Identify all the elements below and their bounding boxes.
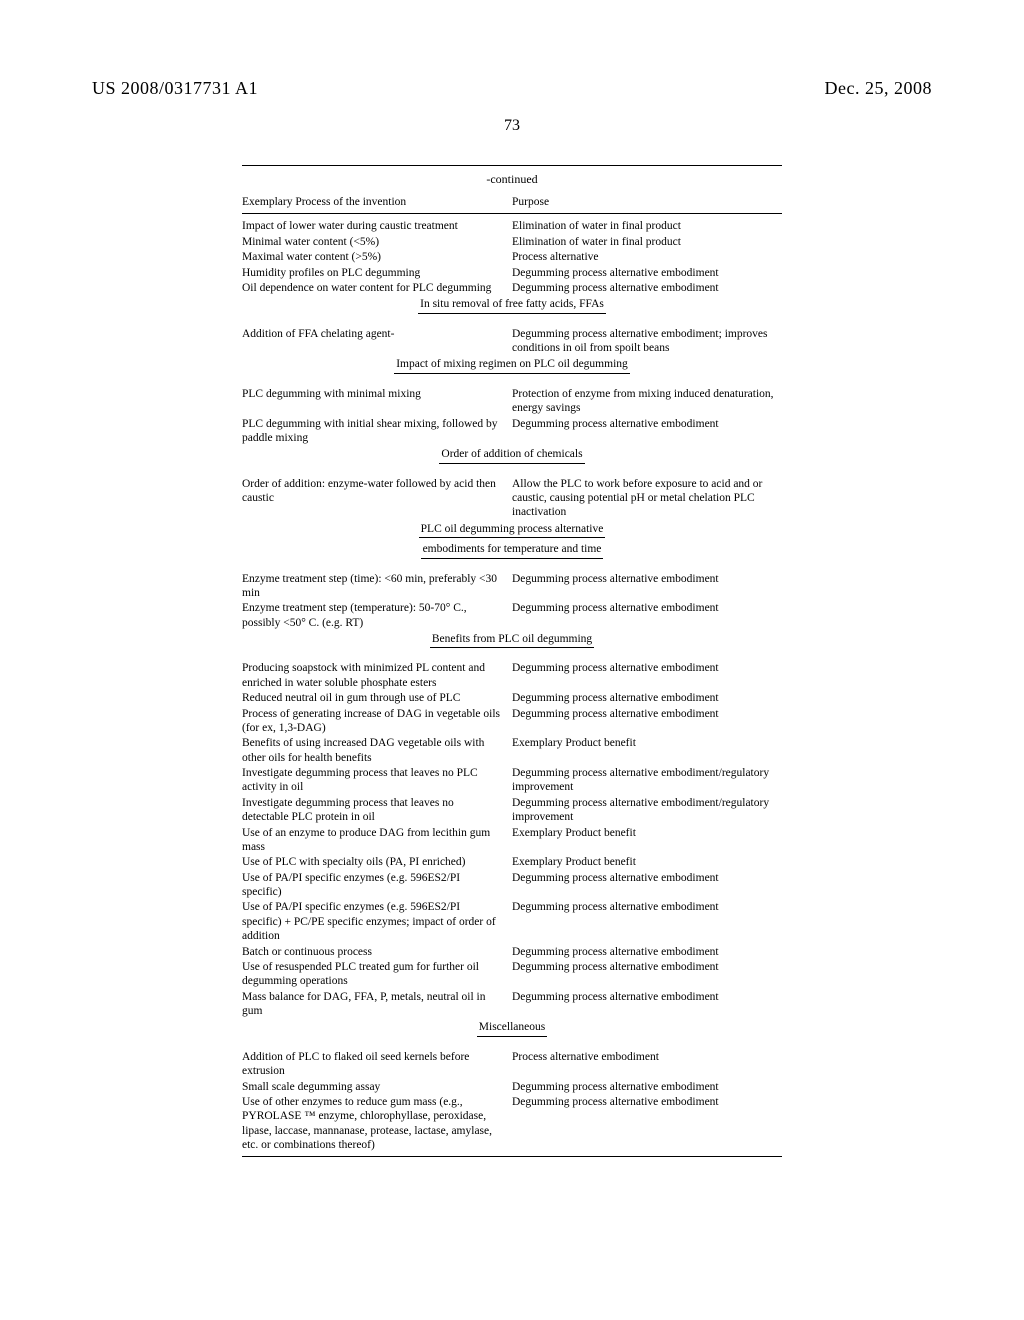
table-cell-left: Use of resuspended PLC treated gum for f… (242, 960, 512, 989)
page-header: US 2008/0317731 A1 Dec. 25, 2008 (92, 78, 932, 99)
table-cell-left: Use of an enzyme to produce DAG from lec… (242, 826, 512, 855)
table-cell-right: Degumming process alternative embodiment… (512, 796, 782, 825)
page-number: 73 (92, 117, 932, 135)
table-cell-right: Degumming process alternative embodiment (512, 945, 782, 959)
table-cell-right: Process alternative (512, 250, 782, 264)
table-cell-right: Degumming process alternative embodiment (512, 960, 782, 989)
table-row: Mass balance for DAG, FFA, P, metals, ne… (242, 989, 782, 1019)
continued-table: -continued Exemplary Process of the inve… (242, 165, 782, 1157)
table-cell-right: Allow the PLC to work before exposure to… (512, 477, 782, 520)
table-cell-left: Benefits of using increased DAG vegetabl… (242, 736, 512, 765)
table-cell-left: Enzyme treatment step (temperature): 50-… (242, 601, 512, 630)
table-row: PLC degumming with initial shear mixing,… (242, 416, 782, 446)
table-row: Use of PA/PI specific enzymes (e.g. 596E… (242, 870, 782, 900)
table-row: Process of generating increase of DAG in… (242, 706, 782, 736)
table-row: Use of PLC with specialty oils (PA, PI e… (242, 854, 782, 869)
table-cell-right: Protection of enzyme from mixing induced… (512, 387, 782, 416)
table-cell-left: Batch or continuous process (242, 945, 512, 959)
table-row: Producing soapstock with minimized PL co… (242, 660, 782, 690)
table-cell-right: Degumming process alternative embodiment (512, 1095, 782, 1153)
table-cell-right: Degumming process alternative embodiment (512, 417, 782, 446)
table-cell-right: Degumming process alternative embodiment (512, 1080, 782, 1094)
table-row: Use of resuspended PLC treated gum for f… (242, 959, 782, 989)
table-cell-left: Humidity profiles on PLC degumming (242, 266, 512, 280)
table-row: Investigate degumming process that leave… (242, 765, 782, 795)
table-cell-right: Exemplary Product benefit (512, 736, 782, 765)
table-cell-right: Exemplary Product benefit (512, 826, 782, 855)
table-row: Order of addition: enzyme-water followed… (242, 476, 782, 520)
table-cell-right: Degumming process alternative embodiment (512, 266, 782, 280)
table-cell-right: Process alternative embodiment (512, 1050, 782, 1079)
table-cell-left: Producing soapstock with minimized PL co… (242, 661, 512, 690)
table-row: Minimal water content (<5%)Elimination o… (242, 234, 782, 249)
table-row: Small scale degumming assayDegumming pro… (242, 1079, 782, 1094)
section-heading: embodiments for temperature and time (242, 540, 782, 560)
table-cell-left: Addition of PLC to flaked oil seed kerne… (242, 1050, 512, 1079)
column-header-left: Exemplary Process of the invention (242, 195, 512, 209)
section-heading: Benefits from PLC oil degumming (242, 630, 782, 650)
table-cell-left: Oil dependence on water content for PLC … (242, 281, 512, 295)
table-cell-left: PLC degumming with minimal mixing (242, 387, 512, 416)
table-cell-right: Degumming process alternative embodiment (512, 572, 782, 601)
section-heading: Impact of mixing regimen on PLC oil degu… (242, 355, 782, 375)
table-cell-left: Use of PLC with specialty oils (PA, PI e… (242, 855, 512, 869)
table-row: Use of other enzymes to reduce gum mass … (242, 1094, 782, 1153)
table-cell-left: Small scale degumming assay (242, 1080, 512, 1094)
table-row: Use of an enzyme to produce DAG from lec… (242, 825, 782, 855)
table-cell-left: Reduced neutral oil in gum through use o… (242, 691, 512, 705)
table-row: Oil dependence on water content for PLC … (242, 280, 782, 295)
publication-date: Dec. 25, 2008 (825, 78, 932, 99)
table-cell-right: Degumming process alternative embodiment (512, 601, 782, 630)
table-cell-right: Elimination of water in final product (512, 219, 782, 233)
table-cell-left: Use of other enzymes to reduce gum mass … (242, 1095, 512, 1153)
table-cell-left: Impact of lower water during caustic tre… (242, 219, 512, 233)
section-heading: In situ removal of free fatty acids, FFA… (242, 295, 782, 315)
table-cell-right: Degumming process alternative embodiment (512, 871, 782, 900)
table-cell-left: Minimal water content (<5%) (242, 235, 512, 249)
table-row: Maximal water content (>5%)Process alter… (242, 249, 782, 264)
table-cell-right: Exemplary Product benefit (512, 855, 782, 869)
table-cell-left: Maximal water content (>5%) (242, 250, 512, 264)
table-cell-right: Degumming process alternative embodiment (512, 900, 782, 943)
table-cell-left: Investigate degumming process that leave… (242, 796, 512, 825)
table-row: Batch or continuous processDegumming pro… (242, 944, 782, 959)
table-row: PLC degumming with minimal mixingProtect… (242, 386, 782, 416)
table-row: Addition of PLC to flaked oil seed kerne… (242, 1049, 782, 1079)
table-cell-left: Use of PA/PI specific enzymes (e.g. 596E… (242, 871, 512, 900)
table-cell-right: Degumming process alternative embodiment… (512, 766, 782, 795)
table-row: Impact of lower water during caustic tre… (242, 218, 782, 233)
table-row: Investigate degumming process that leave… (242, 795, 782, 825)
table-cell-left: Use of PA/PI specific enzymes (e.g. 596E… (242, 900, 512, 943)
table-cell-left: Enzyme treatment step (time): <60 min, p… (242, 572, 512, 601)
table-row: Reduced neutral oil in gum through use o… (242, 690, 782, 705)
table-cell-left: Mass balance for DAG, FFA, P, metals, ne… (242, 990, 512, 1019)
table-cell-right: Degumming process alternative embodiment… (512, 327, 782, 356)
table-cell-left: Investigate degumming process that leave… (242, 766, 512, 795)
table-cell-right: Degumming process alternative embodiment (512, 707, 782, 736)
table-row: Enzyme treatment step (temperature): 50-… (242, 600, 782, 630)
publication-number: US 2008/0317731 A1 (92, 78, 258, 99)
section-heading: Miscellaneous (242, 1018, 782, 1038)
table-cell-left: Process of generating increase of DAG in… (242, 707, 512, 736)
table-row: Humidity profiles on PLC degummingDegumm… (242, 265, 782, 280)
section-heading: PLC oil degumming process alternative (242, 520, 782, 540)
table-header-row: Exemplary Process of the invention Purpo… (242, 191, 782, 213)
table-cell-right: Degumming process alternative embodiment (512, 691, 782, 705)
table-cell-right: Degumming process alternative embodiment (512, 281, 782, 295)
table-row: Benefits of using increased DAG vegetabl… (242, 735, 782, 765)
table-cell-right: Degumming process alternative embodiment (512, 990, 782, 1019)
table-cell-right: Degumming process alternative embodiment (512, 661, 782, 690)
table-row: Addition of FFA chelating agent-Degummin… (242, 326, 782, 356)
table-cell-left: Order of addition: enzyme-water followed… (242, 477, 512, 520)
continued-label: -continued (242, 166, 782, 191)
table-row: Enzyme treatment step (time): <60 min, p… (242, 571, 782, 601)
table-cell-left: Addition of FFA chelating agent- (242, 327, 512, 356)
table-cell-right: Elimination of water in final product (512, 235, 782, 249)
table-row: Use of PA/PI specific enzymes (e.g. 596E… (242, 899, 782, 943)
table-cell-left: PLC degumming with initial shear mixing,… (242, 417, 512, 446)
section-heading: Order of addition of chemicals (242, 445, 782, 465)
column-header-right: Purpose (512, 195, 782, 209)
